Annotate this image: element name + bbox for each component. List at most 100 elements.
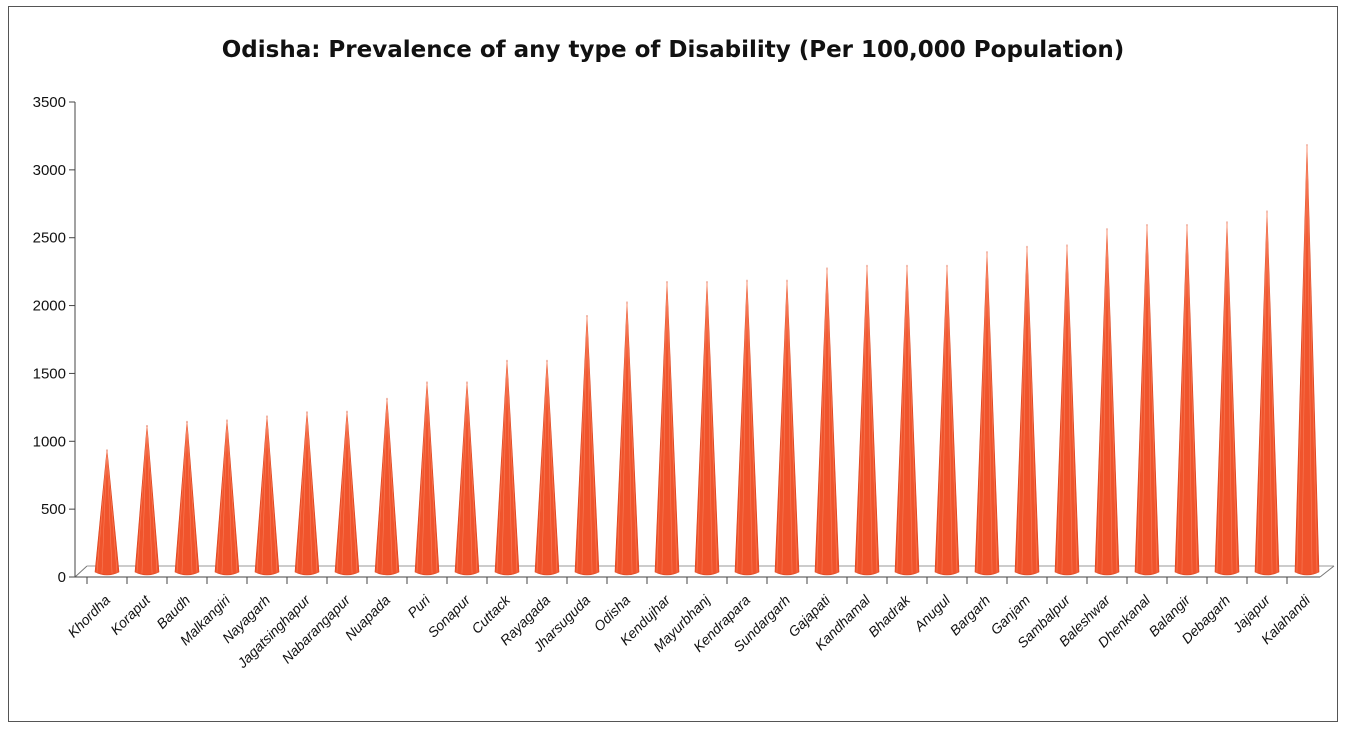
bar-cone [1254,210,1280,576]
bar-facet [706,283,718,574]
bar-cone [254,415,280,576]
bar-cone [494,359,520,576]
labels: 0 500 1000 1500 2000 2500 3000 3500 KhordhaKorap… [33,94,1314,672]
bar-cone [374,397,400,576]
bar-facet [1266,212,1273,574]
bar [654,281,680,576]
bar-facet [1216,223,1228,574]
bar [414,381,440,576]
bar-facet [906,266,918,574]
bar-facet [1176,226,1188,574]
bar [1294,144,1320,576]
bar-facet [1261,212,1268,574]
bar [214,419,240,576]
bar-facet [506,361,513,574]
bar-facet [746,281,758,574]
bar-cone [694,281,720,576]
bar-facet [781,281,788,574]
bar-facet [106,451,118,574]
bar-facet [666,283,673,574]
bar-facet [1026,247,1033,574]
bar-facet [821,269,828,574]
bar-facet [576,317,588,574]
bar-facet [226,421,233,574]
bar-facet [186,422,193,574]
bar-facet [466,383,478,574]
bars [94,144,1320,576]
bar [534,359,560,576]
bar-facet [346,412,358,574]
bar-facet [976,253,988,574]
bar-facet [266,417,278,574]
bar-facet [1146,226,1153,574]
bar-facet [426,383,433,574]
bar-facet [1226,223,1233,574]
bar-cone [614,301,640,576]
bar-cone [654,281,680,576]
bar-cone [1214,221,1240,576]
bar-cone [454,381,480,576]
bar-facet [1146,226,1158,574]
bar-facet [416,383,428,574]
bar-facet [986,253,993,574]
bar-facet [1066,246,1073,574]
y-tick-label: 3000 [33,162,66,179]
bar-cone [1294,144,1320,576]
bar-facet [226,421,238,574]
bar-facet [301,413,308,574]
bar-facet [181,422,188,574]
bar [1254,210,1280,576]
bar-facet [581,317,588,574]
bar-facet [706,283,713,574]
bar-facet [136,426,148,574]
bar-facet [1186,226,1198,574]
bar-facet [506,361,518,574]
bar-facet [1306,146,1318,574]
bar-facet [1141,226,1148,574]
bar [694,281,720,576]
bar [494,359,520,576]
bar [734,279,760,576]
bar-facet [936,266,948,574]
bar [254,415,280,576]
bar-facet [186,422,198,574]
bar-facet [1221,223,1228,574]
bar [614,301,640,576]
bar-facet [661,283,668,574]
bar-cone [894,264,920,576]
bar-facet [786,281,798,574]
bar-facet [701,283,708,574]
bar-facet [1096,230,1108,574]
y-tick-label: 2000 [33,298,66,315]
bar [94,449,120,576]
bar-facet [1136,226,1148,574]
bar-facet [1301,146,1308,574]
bar-facet [906,266,913,574]
bar-cone [134,424,160,576]
bar [894,264,920,576]
bar-facet [256,417,268,574]
bar-facet [986,253,998,574]
x-category-label: Khordha [64,592,113,641]
bar [1174,224,1200,576]
bar [854,264,880,576]
bar-facet [1306,146,1313,574]
bar-facet [1021,247,1028,574]
bar-facet [536,361,548,574]
bar [1134,224,1160,576]
bar-facet [696,283,708,574]
bar-facet [786,281,793,574]
bar-facet [421,383,428,574]
y-tick-label: 0 [58,569,66,586]
bar-facet [336,412,348,574]
bar-facet [586,317,598,574]
bar-cone [854,264,880,576]
bar [1094,228,1120,576]
bar-cone [214,419,240,576]
bar-facet [746,281,753,574]
bar-cone [1054,244,1080,576]
bar [1014,245,1040,576]
bar [174,420,200,576]
bar-facet [261,417,268,574]
